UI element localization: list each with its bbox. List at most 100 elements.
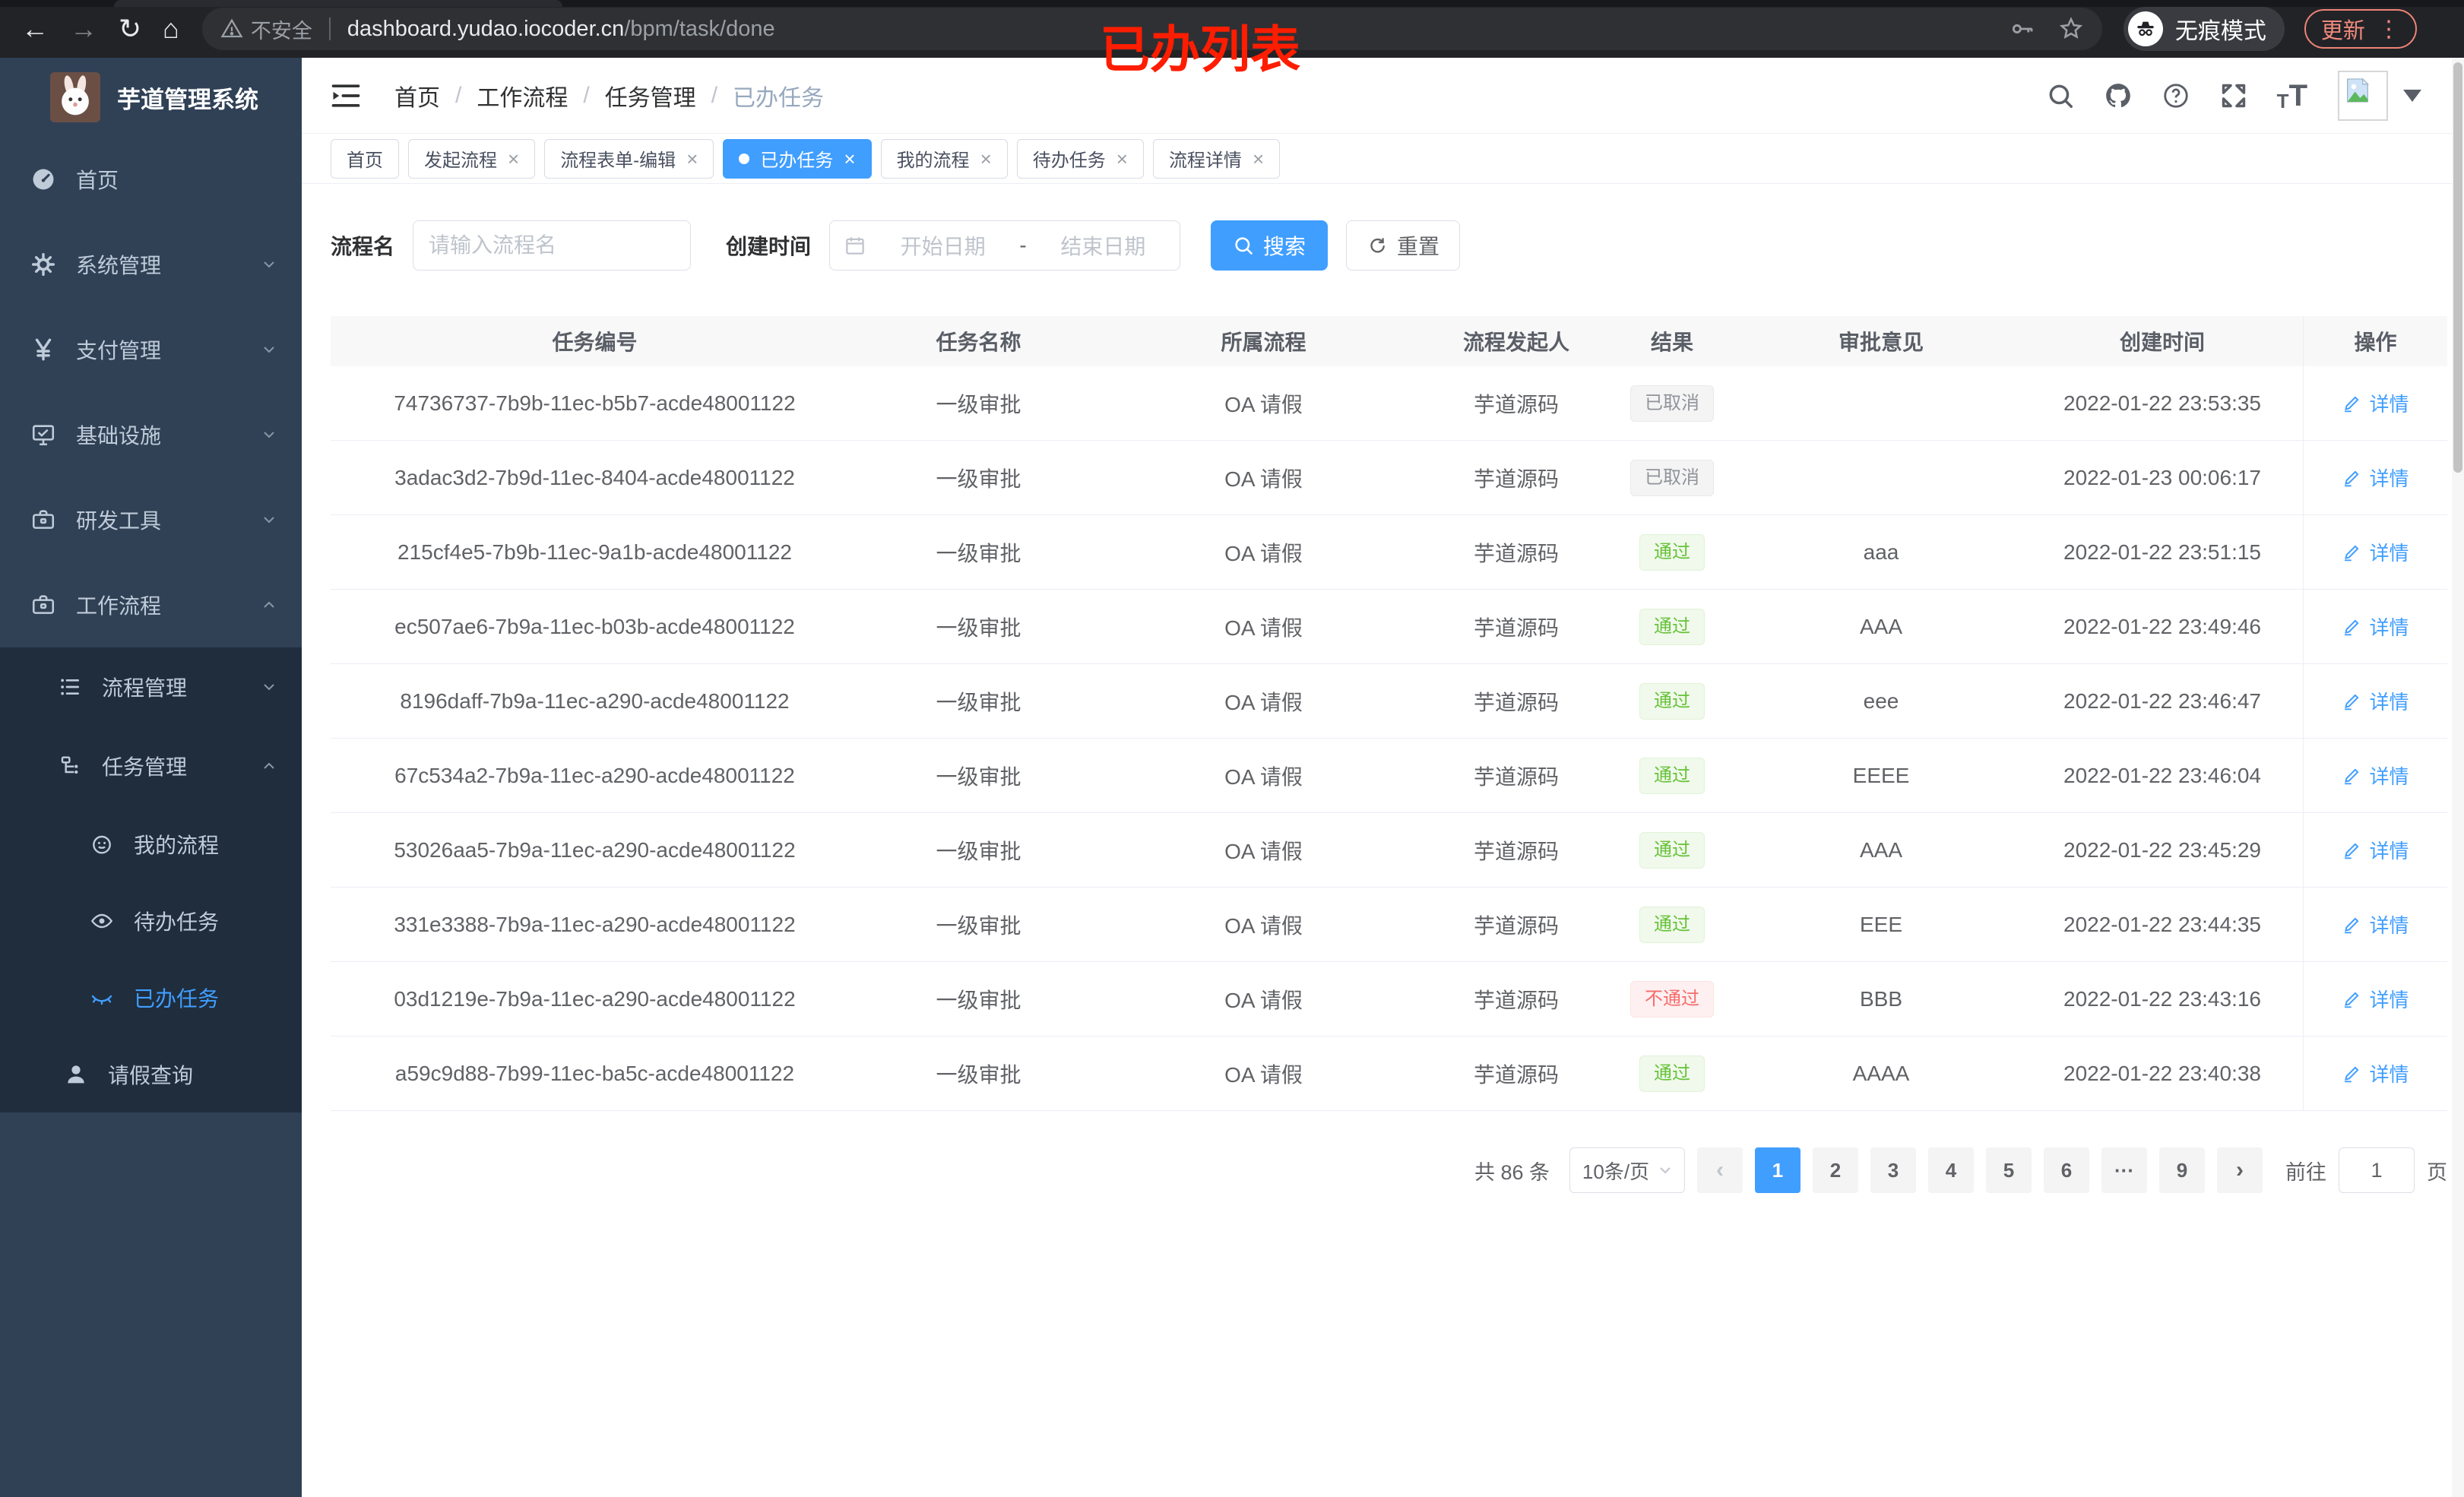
app-logo-row[interactable]: 芋道管理系统	[0, 58, 302, 137]
reload-icon[interactable]: ↻	[119, 13, 142, 44]
table-row: 3adac3d2-7b9d-11ec-8404-acde48001122 一级审…	[331, 441, 2447, 515]
status-badge: 不通过	[1630, 980, 1714, 1018]
sidebar-item-task-mgmt[interactable]: 任务管理	[0, 726, 302, 805]
page-button[interactable]: 3	[1870, 1147, 1916, 1193]
tab-done-tasks[interactable]: 已办任务 ×	[723, 138, 872, 179]
starter-cell: 芋道源码	[1473, 616, 1559, 640]
breadcrumb-task-mgmt[interactable]: 任务管理	[604, 85, 696, 111]
sidebar-item-process-mgmt[interactable]: 流程管理	[0, 647, 302, 726]
tabs-bar: 首页 发起流程 × 流程表单-编辑 × 已办任务 × 我的流程 × 待办任务 ×	[302, 134, 2464, 184]
tab-todo-tasks[interactable]: 待办任务 ×	[1016, 138, 1144, 179]
page-button[interactable]: ···	[2101, 1147, 2147, 1193]
detail-link[interactable]: 详情	[2342, 612, 2409, 641]
tab-start-process[interactable]: 发起流程 ×	[408, 138, 536, 179]
sidebar-item-system[interactable]: 系统管理	[0, 222, 302, 307]
sidebar-item-my-process[interactable]: 我的流程	[0, 805, 302, 882]
avatar[interactable]	[2338, 70, 2388, 121]
reset-button[interactable]: 重置	[1346, 220, 1461, 271]
sidebar-collapse-icon[interactable]	[329, 79, 363, 112]
forward-icon[interactable]: →	[70, 13, 97, 44]
col-header-actions: 操作	[2303, 316, 2447, 366]
sidebar-item-payment[interactable]: 支付管理	[0, 307, 302, 392]
actions-cell: 详情	[2303, 366, 2447, 440]
github-icon[interactable]	[2104, 81, 2133, 110]
created-cell: 2022-01-22 23:40:38	[2063, 1061, 2261, 1085]
help-icon[interactable]	[2162, 81, 2190, 110]
detail-link[interactable]: 详情	[2342, 1059, 2409, 1087]
page-button[interactable]: 4	[1928, 1147, 1974, 1193]
page-size-select[interactable]: 10条/页	[1569, 1147, 1685, 1193]
chevron-down-icon[interactable]	[2403, 89, 2421, 102]
scrollbar-thumb[interactable]	[2453, 62, 2462, 473]
close-icon[interactable]: ×	[686, 147, 698, 170]
breadcrumb-home[interactable]: 首页	[394, 85, 440, 111]
page-content: 流程名 创建时间 开始日期 - 结束日期 搜索	[302, 184, 2464, 1193]
starter-cell: 芋道源码	[1473, 1062, 1559, 1087]
process-cell: OA 请假	[1224, 1062, 1303, 1087]
page-button[interactable]: 2	[1813, 1147, 1858, 1193]
sidebar-item-todo-tasks[interactable]: 待办任务	[0, 882, 302, 959]
close-icon[interactable]: ×	[1116, 147, 1128, 170]
detail-link[interactable]: 详情	[2342, 464, 2409, 492]
task-id-cell: 8196daff-7b9a-11ec-a290-acde48001122	[400, 688, 790, 713]
detail-link[interactable]: 详情	[2342, 910, 2409, 938]
page-button[interactable]: 5	[1986, 1147, 2032, 1193]
chevron-down-icon	[262, 428, 276, 442]
sidebar-item-workflow[interactable]: 工作流程	[0, 562, 302, 647]
sidebar-item-home[interactable]: 首页	[0, 137, 302, 222]
page-button[interactable]: 9	[2159, 1147, 2205, 1193]
start-date-placeholder[interactable]: 开始日期	[900, 235, 986, 258]
search-button[interactable]: 搜索	[1211, 220, 1329, 271]
browser-menu-icon[interactable]: ⋮	[2377, 16, 2400, 42]
address-bar[interactable]: 不安全 dashboard.yudao.iocoder.cn /bpm/task…	[201, 8, 2102, 50]
date-range-picker[interactable]: 开始日期 - 结束日期	[829, 220, 1181, 271]
sidebar-item-infrastructure[interactable]: 基础设施	[0, 392, 302, 477]
detail-link[interactable]: 详情	[2342, 985, 2409, 1013]
starter-cell: 芋道源码	[1473, 839, 1559, 863]
toolbox-icon	[32, 510, 55, 529]
page-unit-label: 页	[2427, 1160, 2447, 1184]
detail-link[interactable]: 详情	[2342, 389, 2409, 417]
close-icon[interactable]: ×	[980, 147, 992, 170]
table-body: 74736737-7b9b-11ec-b5b7-acde48001122 一级审…	[331, 366, 2447, 1111]
close-icon[interactable]: ×	[844, 147, 856, 170]
sidebar-item-devtools[interactable]: 研发工具	[0, 477, 302, 562]
goto-page-input[interactable]	[2339, 1147, 2415, 1193]
key-icon[interactable]	[2010, 16, 2035, 42]
process-name-input[interactable]	[413, 220, 692, 271]
detail-link[interactable]: 详情	[2342, 761, 2409, 790]
browser-tab[interactable]	[114, 0, 562, 7]
main-area: 首页 / 工作流程 / 任务管理 / 已办任务	[302, 58, 2464, 1497]
close-icon[interactable]: ×	[1252, 147, 1265, 170]
app-title: 芋道管理系统	[117, 86, 258, 113]
sidebar-item-leave-query[interactable]: 请假查询	[0, 1036, 302, 1112]
monitor-icon	[32, 425, 55, 446]
detail-link[interactable]: 详情	[2342, 538, 2409, 566]
page-button[interactable]: 6	[2044, 1147, 2089, 1193]
process-cell: OA 请假	[1224, 913, 1303, 938]
home-icon[interactable]: ⌂	[163, 13, 179, 44]
end-date-placeholder[interactable]: 结束日期	[1060, 235, 1146, 258]
detail-link[interactable]: 详情	[2342, 836, 2409, 864]
tab-home[interactable]: 首页	[331, 138, 399, 179]
bookmark-star-icon[interactable]	[2058, 16, 2084, 42]
chevron-up-icon	[262, 598, 276, 612]
table-row: 53026aa5-7b9a-11ec-a290-acde48001122 一级审…	[331, 813, 2447, 888]
search-icon[interactable]	[2046, 81, 2075, 110]
prev-page-button[interactable]: ‹	[1697, 1147, 1743, 1193]
page-button[interactable]: 1	[1755, 1147, 1800, 1193]
edit-pen-icon	[2345, 693, 2359, 710]
fullscreen-icon[interactable]	[2219, 81, 2248, 110]
tab-my-process[interactable]: 我的流程 ×	[880, 138, 1008, 179]
col-header-task-id: 任务编号	[552, 331, 638, 354]
detail-link[interactable]: 详情	[2342, 687, 2409, 715]
browser-update-button[interactable]: 更新 ⋮	[2304, 9, 2417, 49]
tab-process-detail[interactable]: 流程详情 ×	[1152, 138, 1281, 179]
close-icon[interactable]: ×	[508, 147, 520, 170]
next-page-button[interactable]: ›	[2217, 1147, 2263, 1193]
tab-form-edit[interactable]: 流程表单-编辑 ×	[544, 138, 714, 179]
sidebar-item-done-tasks[interactable]: 已办任务	[0, 959, 302, 1036]
breadcrumb-workflow[interactable]: 工作流程	[477, 85, 568, 111]
back-icon[interactable]: ←	[21, 13, 49, 44]
